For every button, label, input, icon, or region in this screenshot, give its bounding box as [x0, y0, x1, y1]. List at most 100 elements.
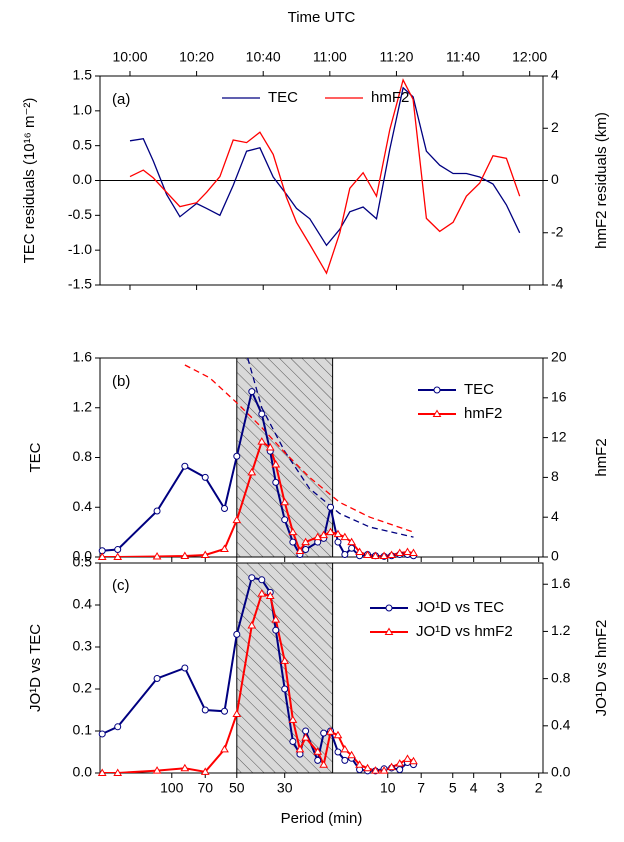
point [347, 750, 356, 759]
panel: 0.0 0.1 0.2 0.3 0.4 0.5 0.0 0.4 0.8 1.2 1.6 100 70 50… [27, 554, 610, 827]
point [258, 410, 266, 418]
point [319, 760, 329, 768]
point [220, 744, 229, 753]
point [271, 459, 281, 468]
point [97, 552, 107, 560]
x-tick-label: 11:40 [446, 49, 480, 65]
x-axis-title: Time UTC [288, 9, 356, 26]
highlight-band [236, 357, 334, 558]
point [258, 576, 266, 584]
point [232, 709, 242, 718]
y-tick-label: 0.3 [73, 638, 93, 654]
y-tick-label: 0.0 [73, 764, 93, 780]
x-tick-label: 10:00 [112, 49, 147, 65]
point [387, 762, 396, 771]
legend-marker [433, 386, 441, 394]
point [220, 544, 229, 553]
y-tick-label: 1.0 [73, 102, 93, 118]
y2-tick-label: 1.2 [551, 622, 571, 638]
panel: 1.5 1.0 0.5 0.0 -0.5 -1.0 -1.5 4 2 0 -2 -4 10:00 10:2… [21, 9, 610, 292]
point [152, 766, 162, 774]
y-tick-label: 0.8 [73, 448, 93, 464]
y-tick-label: 1.2 [73, 398, 93, 414]
point [301, 733, 311, 741]
y-tick-label: 0.2 [73, 680, 93, 696]
y2-tick-label: 20 [551, 349, 567, 365]
point [232, 515, 242, 524]
x-tick-label: 12:00 [512, 49, 547, 65]
y-tick-label: -0.5 [68, 206, 92, 222]
x-tick-label: 100 [160, 780, 184, 796]
point [153, 675, 161, 682]
point [295, 546, 305, 555]
point [113, 552, 123, 560]
point [395, 548, 405, 557]
point [395, 759, 405, 767]
point [341, 756, 349, 764]
point [247, 467, 257, 476]
point [302, 546, 310, 554]
legend-marker [432, 409, 442, 417]
point [347, 537, 356, 546]
x-tick-label: 50 [229, 780, 245, 796]
y-axis-title: TEC residuals (10¹⁶ m⁻²) [21, 98, 38, 264]
y-tick-label: -1.5 [68, 276, 92, 292]
x-tick-label: 70 [197, 780, 213, 796]
x-axis-title: Period (min) [281, 810, 363, 827]
point [201, 473, 209, 481]
point [247, 621, 257, 629]
point [355, 547, 364, 556]
x-tick-label: 5 [449, 780, 457, 796]
x-tick-label: 11:00 [313, 49, 347, 65]
point [289, 738, 297, 745]
point [288, 715, 298, 723]
y-tick-label: 0.0 [73, 548, 93, 564]
plot-area [100, 78, 543, 275]
y2-tick-label: 12 [551, 428, 567, 444]
point [403, 547, 412, 556]
point [180, 551, 190, 560]
point [302, 727, 310, 735]
point [301, 537, 311, 546]
point [281, 685, 289, 693]
point [113, 768, 123, 776]
y2-tick-label: 1.6 [551, 575, 571, 591]
y-tick-label: 0.5 [73, 554, 93, 570]
point [114, 546, 122, 554]
point [295, 744, 305, 753]
y2-tick-label: 16 [551, 389, 567, 405]
point [221, 707, 229, 715]
legend-label: TEC [268, 89, 298, 106]
legend-label: hmF2 [464, 405, 502, 422]
point [313, 747, 323, 755]
point [248, 574, 256, 582]
point [355, 760, 364, 768]
y2-tick-label: 0.0 [551, 764, 571, 780]
plot-frame [99, 562, 544, 774]
x-tick-label: 10:20 [179, 49, 214, 65]
x-tick-label: 10 [380, 780, 396, 796]
point [371, 551, 380, 560]
point [387, 550, 396, 559]
point [319, 530, 329, 539]
panel: 0.0 0.4 0.8 1.2 1.6 0 4 8 12 16 20 TEC hmF2 (b) TEC hmF… [27, 349, 610, 564]
point [333, 730, 343, 739]
point [326, 527, 335, 536]
point [281, 516, 289, 524]
y-axis-title: TEC [27, 442, 44, 472]
point [153, 507, 161, 515]
y-tick-label: 1.5 [73, 67, 93, 83]
y-tick-label: 0.4 [73, 596, 93, 612]
point [265, 443, 275, 451]
point [233, 452, 241, 460]
point [341, 551, 349, 559]
point [114, 723, 122, 731]
panel-label: (a) [112, 91, 130, 108]
y2-tick-label: 0.4 [551, 717, 571, 733]
y2-tick-label: -2 [551, 223, 564, 239]
legend-label: JO¹D vs hmF2 [416, 623, 513, 640]
point [152, 552, 162, 560]
series-line [129, 78, 521, 275]
y2-tick-label: 0 [551, 548, 559, 564]
x-tick-label: 2 [535, 780, 543, 796]
